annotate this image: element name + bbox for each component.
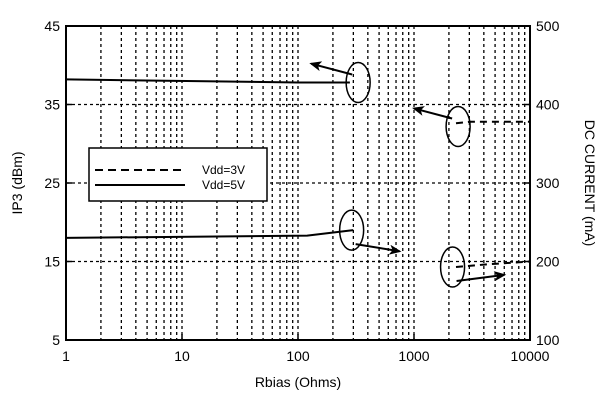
annotation-ellipse (439, 246, 466, 288)
x-tick-label: 10000 (511, 348, 550, 364)
x-tick-label: 10 (174, 348, 190, 364)
annotation-arrow (412, 106, 453, 120)
series-line-vdd5-right (65, 229, 354, 239)
annotation-arrow (456, 271, 507, 282)
legend-label-vdd3: Vdd=3V (202, 163, 245, 177)
y2-tick-label: 200 (536, 254, 560, 270)
annotation-ellipse (338, 209, 365, 251)
legend-label-vdd5: Vdd=5V (202, 178, 245, 192)
legend: Vdd=3V Vdd=5V (88, 147, 268, 202)
y2-tick-label: 300 (536, 175, 560, 191)
y2-tick-label: 400 (536, 97, 560, 113)
x-tick-label: 100 (286, 348, 310, 364)
y2-tick-label: 100 (536, 332, 560, 348)
y-axis-title: IP3 (dBm) (9, 151, 25, 214)
x-axis-title: Rbias (Ohms) (255, 374, 341, 390)
y-tick-label: 35 (44, 97, 60, 113)
annotation-ellipse (445, 105, 471, 148)
annotation-layer (309, 61, 507, 288)
x-tick-label: 1000 (398, 348, 429, 364)
annotation-ellipse (345, 61, 371, 104)
y-tick-label: 15 (44, 254, 60, 270)
series-line-vdd5-left (65, 78, 350, 84)
y2-axis-title: DC CURRENT (mA) (582, 120, 598, 247)
y-tick-label: 45 (44, 18, 60, 34)
annotation-arrow (355, 243, 402, 255)
y2-tick-label: 500 (536, 18, 560, 34)
series-line-vdd3-right (455, 260, 531, 268)
series-layer (65, 78, 531, 268)
annotation-arrow (309, 61, 353, 76)
y-tick-label: 5 (52, 332, 60, 348)
tick-layer: 1 10 100 1000 10000 5 15 25 35 45 100 200 300 400 500 (44, 18, 559, 364)
legend-box (88, 147, 268, 202)
y-tick-label: 25 (44, 175, 60, 191)
x-tick-label: 1 (62, 348, 70, 364)
